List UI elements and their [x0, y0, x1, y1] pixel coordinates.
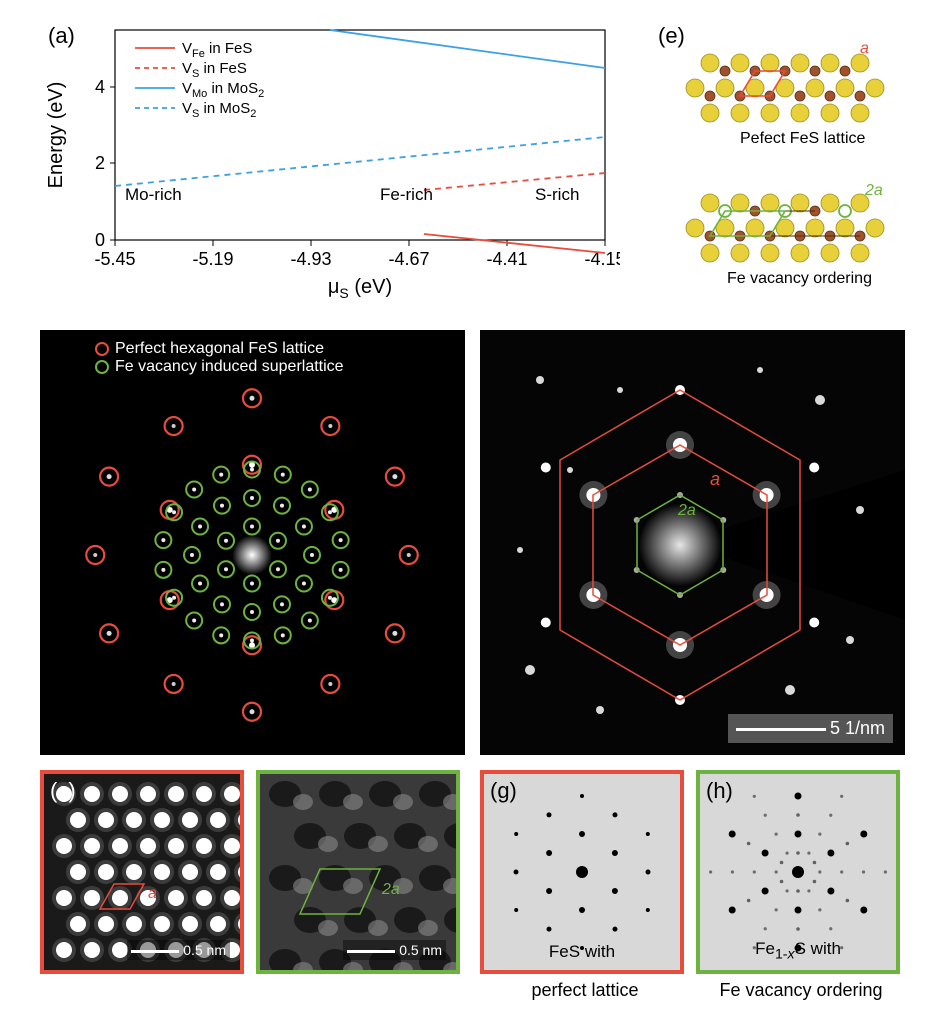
- sim-vacancy: (h) Fe1-xS with: [696, 770, 900, 974]
- svg-text:Mo-rich: Mo-rich: [125, 185, 182, 204]
- fft-pattern: (b) Perfect hexagonal FeS lattice Fe vac…: [40, 330, 465, 755]
- svg-text:S-rich: S-rich: [535, 185, 579, 204]
- ifft-superlattice: (d) 2a 0.5 nm: [256, 770, 460, 974]
- panel-g-text: FeS with: [484, 942, 680, 962]
- caption-vacancy: Fe vacancy ordering: [696, 980, 906, 1001]
- legend-perfect: Perfect hexagonal FeS lattice: [95, 340, 344, 358]
- panel-h-text: Fe1-xS with: [700, 939, 896, 962]
- svg-text:-4.93: -4.93: [290, 249, 331, 269]
- svg-text:4: 4: [95, 77, 105, 97]
- perfect-lattice-caption: Pefect FeS lattice: [740, 130, 865, 147]
- twoa-label: 2a: [677, 502, 696, 519]
- svg-text:VMo in MoS2: VMo in MoS2: [182, 80, 264, 100]
- svg-text:0: 0: [95, 230, 105, 250]
- svg-text:-5.19: -5.19: [192, 249, 233, 269]
- sim-perfect: (g) FeS with: [480, 770, 684, 974]
- svg-text:2a: 2a: [864, 182, 883, 199]
- svg-text:Energy (eV): Energy (eV): [45, 82, 67, 189]
- svg-text:a: a: [860, 40, 869, 57]
- svg-text:Fe-rich: Fe-rich: [380, 185, 433, 204]
- ifft-perfect: (c) a 0.5 nm: [40, 770, 244, 974]
- scale-bar-d: 0.5 nm: [343, 940, 446, 960]
- energy-chart: 0 2 4 -5.45 -5.19 -4.93 -4.67 -4.41 -4.1…: [40, 20, 620, 300]
- a-label: a: [710, 469, 720, 489]
- svg-text:VS in MoS2: VS in MoS2: [182, 100, 256, 120]
- scale-bar-c: 0.5 nm: [127, 940, 230, 960]
- saed-pattern: (f) a 2a 5 1/nm: [480, 330, 905, 755]
- svg-text:2: 2: [95, 153, 105, 173]
- svg-text:-5.45: -5.45: [94, 249, 135, 269]
- caption-perfect: perfect lattice: [490, 980, 680, 1001]
- scale-bar-f: 5 1/nm: [728, 714, 893, 743]
- legend-superlattice: Fe vacancy induced superlattice: [95, 358, 344, 376]
- vacancy-ordering-caption: Fe vacancy ordering: [727, 270, 872, 287]
- svg-text:VFe in FeS: VFe in FeS: [182, 40, 252, 60]
- svg-text:-4.67: -4.67: [388, 249, 429, 269]
- lattice-diagram: a Pefect FeS lattice 2a Fe vacancy order…: [680, 30, 900, 310]
- svg-text:-4.41: -4.41: [486, 249, 527, 269]
- svg-text:VS in FeS: VS in FeS: [182, 60, 247, 80]
- svg-text:2a: 2a: [381, 881, 400, 898]
- svg-text:a: a: [148, 885, 157, 902]
- svg-text:μS (eV): μS (eV): [328, 276, 392, 300]
